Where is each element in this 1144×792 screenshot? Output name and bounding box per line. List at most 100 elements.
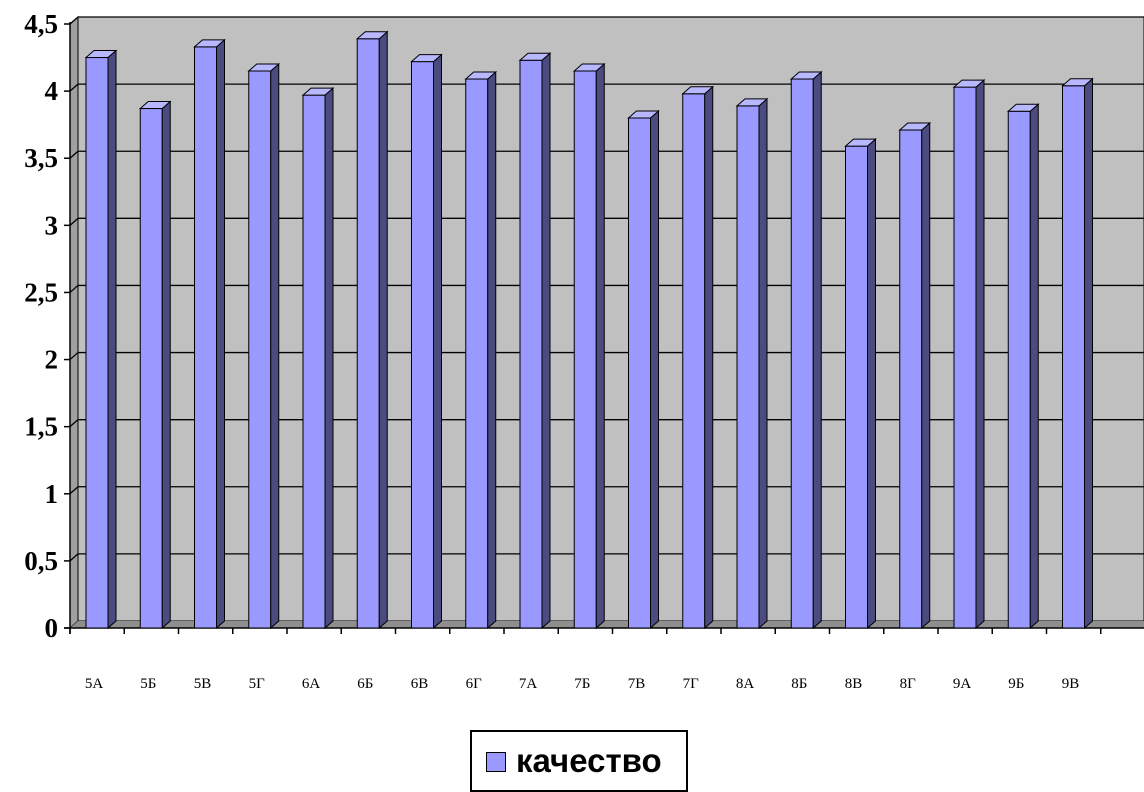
- bar-top: [1006, 103, 1040, 112]
- legend-swatch: [486, 752, 506, 772]
- x-tick-label: 9В: [1062, 676, 1080, 692]
- bar-front: [736, 105, 760, 629]
- gridline-wall: [69, 83, 79, 92]
- bar-top: [735, 98, 769, 107]
- bar: [464, 70, 498, 630]
- bar-side: [161, 100, 171, 630]
- bar-front: [356, 38, 380, 629]
- bar-top: [301, 87, 335, 96]
- plot-side-wall: [69, 15, 79, 630]
- gridline-wall: [69, 419, 79, 428]
- bar-side: [487, 70, 497, 630]
- bar-side: [921, 121, 931, 630]
- bar-top: [410, 54, 443, 63]
- y-tick-label: 4: [45, 76, 59, 106]
- bar: [627, 109, 660, 630]
- bar: [518, 52, 552, 630]
- x-tick-label: 7Г: [683, 676, 700, 692]
- bar-side: [324, 87, 334, 630]
- gridline-wall: [69, 352, 79, 361]
- bar: [138, 100, 172, 630]
- bar-side: [270, 62, 280, 630]
- bar-side: [758, 97, 768, 630]
- gridline-wall: [69, 217, 79, 226]
- y-tick-label: 2,5: [24, 277, 58, 307]
- bar-front: [573, 70, 597, 629]
- x-tick-label: 9Б: [1008, 676, 1024, 692]
- bar-top: [518, 52, 552, 61]
- y-tick-label: 0,5: [24, 546, 58, 576]
- legend: качество: [470, 730, 688, 792]
- bar-top: [193, 39, 226, 48]
- bar-front: [1062, 85, 1085, 629]
- x-tick-label: 8Б: [791, 676, 807, 692]
- x-tick-label: 7Б: [574, 676, 590, 692]
- bar: [193, 38, 226, 630]
- y-tick-label: 4,5: [24, 9, 58, 39]
- x-tick-label: 5Г: [249, 676, 266, 692]
- bar-top: [138, 101, 172, 110]
- bar-top: [898, 122, 932, 131]
- gridline-wall: [69, 284, 79, 293]
- bar-side: [1029, 103, 1039, 630]
- y-tick-label: 1: [45, 479, 59, 509]
- plot-floor: [70, 621, 1144, 628]
- bar-front: [790, 78, 814, 629]
- bar-side: [107, 49, 117, 630]
- bar-side: [812, 70, 822, 630]
- bar-top: [464, 71, 498, 80]
- bar-side: [1084, 77, 1093, 630]
- bars: [84, 30, 1094, 630]
- bar: [84, 49, 118, 630]
- y-tick-label: 3,5: [24, 143, 58, 173]
- bar-top: [844, 138, 877, 147]
- x-tick-label: 6Б: [357, 676, 373, 692]
- bar-front: [302, 94, 326, 629]
- bar-top: [681, 86, 715, 95]
- x-axis-tick-labels: 5А 5Б 5В 5Г 6А 6Б 6В 6Г 7А 7Б 7В 7Г 8А 8Б 8В 8Г 9А 9Б 9В: [85, 676, 1079, 692]
- bar-side: [975, 78, 985, 630]
- bar-side: [541, 52, 551, 630]
- bar-side: [704, 85, 714, 630]
- bar-side: [650, 109, 659, 630]
- bar-top: [789, 71, 823, 80]
- x-tick-label: 5В: [194, 676, 212, 692]
- bar: [681, 85, 715, 630]
- bar: [1061, 77, 1094, 630]
- bar: [410, 53, 443, 630]
- bar-front: [682, 93, 706, 629]
- bar-front: [1007, 110, 1031, 629]
- bar-front: [194, 46, 217, 629]
- x-tick-label: 6А: [302, 676, 321, 692]
- bar: [735, 97, 769, 630]
- bar-top: [247, 63, 281, 72]
- bar-top: [355, 31, 389, 40]
- x-tick-label: 5А: [85, 676, 104, 692]
- bar-top: [1061, 78, 1094, 87]
- bar: [898, 121, 932, 630]
- bar-front: [953, 86, 977, 629]
- y-tick-label: 0: [45, 613, 59, 643]
- bar: [301, 87, 335, 630]
- gridline-wall: [69, 553, 79, 562]
- bar-front: [139, 108, 163, 629]
- bar: [247, 62, 281, 630]
- bar-front: [899, 129, 923, 629]
- bar: [952, 78, 986, 630]
- gridline-wall: [69, 16, 79, 25]
- gridline-wall: [69, 150, 79, 159]
- y-tick-label: 3: [45, 210, 59, 240]
- bar-front: [845, 145, 868, 629]
- bar-front: [85, 57, 109, 629]
- bar-side: [378, 30, 388, 630]
- gridline-wall: [69, 486, 79, 495]
- bar-top: [627, 110, 660, 119]
- bar: [844, 138, 877, 630]
- bar-top: [952, 79, 986, 88]
- y-tick-label: 2: [45, 345, 59, 375]
- legend-label: качество: [516, 742, 662, 779]
- x-tick-label: 6В: [411, 676, 429, 692]
- bar: [355, 30, 389, 630]
- bar-top: [84, 50, 118, 59]
- x-tick-label: 5Б: [140, 676, 156, 692]
